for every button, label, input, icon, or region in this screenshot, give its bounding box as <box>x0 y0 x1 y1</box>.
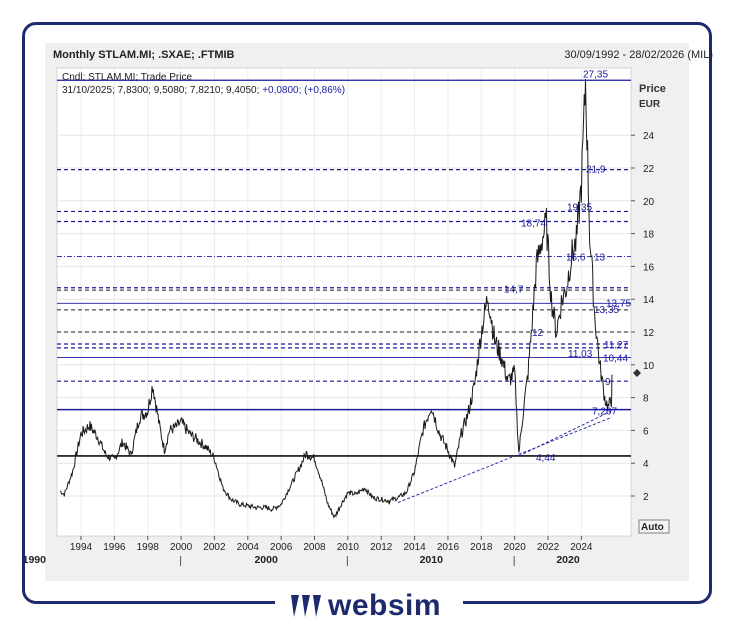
x-tick-label: 2014 <box>403 542 426 553</box>
trendlines <box>397 410 613 503</box>
y-tick-label: 24 <box>643 131 655 142</box>
level-label: 7,267 <box>592 407 617 418</box>
level-label: 27,35 <box>583 69 608 80</box>
x-tick-label: 2004 <box>237 542 260 553</box>
x-tick-label: 2008 <box>303 542 326 553</box>
trendline <box>397 416 613 503</box>
y-tick-label: 16 <box>643 262 655 273</box>
decade-label: 2020 <box>556 554 580 566</box>
level-label: 10,44 <box>603 354 628 365</box>
level-label: 11,03 <box>568 349 593 360</box>
y-tick-label: 2 <box>643 492 649 503</box>
decade-label: 2010 <box>420 554 444 566</box>
legend-line1: Cndl; STLAM.MI; Trade Price <box>62 72 192 83</box>
websim-mark-icon <box>291 595 321 617</box>
level-label: 13 <box>594 253 606 264</box>
legend-line2: 31/10/2025; 7,8300; 9,5080; 7,8210; 9,40… <box>62 85 345 96</box>
level-label: 19,35 <box>567 202 592 213</box>
level-label: 9 <box>605 377 611 388</box>
y-tick-label: 22 <box>643 164 655 175</box>
horizontal-levels <box>57 79 631 457</box>
x-tick-label: 1998 <box>137 542 160 553</box>
x-tick-label: 2020 <box>504 542 527 553</box>
level-label: 11,27 <box>604 340 629 351</box>
x-tick-label: 2010 <box>337 542 360 553</box>
level-label: 12 <box>532 328 544 339</box>
chart-date-range: 30/09/1992 - 28/02/2026 (MIL) <box>564 49 713 61</box>
x-tick-label: 1996 <box>103 542 126 553</box>
level-label: 21,9 <box>586 165 606 176</box>
price-series <box>60 79 613 519</box>
level-label: 14,7 <box>504 285 524 296</box>
x-tick-label: 2018 <box>470 542 493 553</box>
chart-title: Monthly STLAM.MI; .SXAE; .FTMIB <box>53 49 235 61</box>
decade-label: 1990 <box>23 554 47 566</box>
y-tick-label: 18 <box>643 230 655 241</box>
x-tick-label: 2002 <box>203 542 226 553</box>
y-tick-label: 20 <box>643 197 655 208</box>
auto-scale-label: Auto <box>641 522 664 533</box>
x-tick-label: 2024 <box>570 542 593 553</box>
websim-wordmark: websim <box>328 589 442 622</box>
price-line <box>60 79 613 519</box>
level-label: 16,6 <box>566 253 586 264</box>
x-tick-label: 2022 <box>537 542 560 553</box>
level-label: 18,74 <box>521 218 546 229</box>
y-tick-label: 4 <box>643 459 649 470</box>
x-axis: 1994 1996 1998 2000 2002 2004 2006 2008 2010 2012… <box>23 536 593 566</box>
auto-scale-button[interactable]: Auto <box>638 519 670 534</box>
level-label: 4,44 <box>536 453 556 464</box>
plot-area <box>56 67 632 537</box>
x-tick-label: 2000 <box>170 542 193 553</box>
y-tick-label: 12 <box>643 328 655 339</box>
price-axis-label: Price <box>639 83 666 95</box>
legend-change: +0,0800; (+0,86%) <box>262 85 345 96</box>
trendline <box>518 410 613 457</box>
level-label: 13,75 <box>606 298 631 309</box>
last-price-marker-icon <box>633 369 641 377</box>
level-label: 13,35 <box>594 305 619 316</box>
x-tick-label: 2016 <box>437 542 460 553</box>
x-tick-label: 1994 <box>70 542 93 553</box>
decade-label: 2000 <box>254 554 278 566</box>
y-tick-label: 14 <box>643 295 655 306</box>
y-tick-label: 10 <box>643 361 655 372</box>
x-tick-label: 2006 <box>270 542 293 553</box>
currency-axis-label: EUR <box>639 99 661 110</box>
websim-logo: websim <box>0 588 735 624</box>
y-tick-label: 8 <box>643 394 649 405</box>
y-tick-label: 6 <box>643 426 649 437</box>
x-tick-label: 2012 <box>370 542 393 553</box>
